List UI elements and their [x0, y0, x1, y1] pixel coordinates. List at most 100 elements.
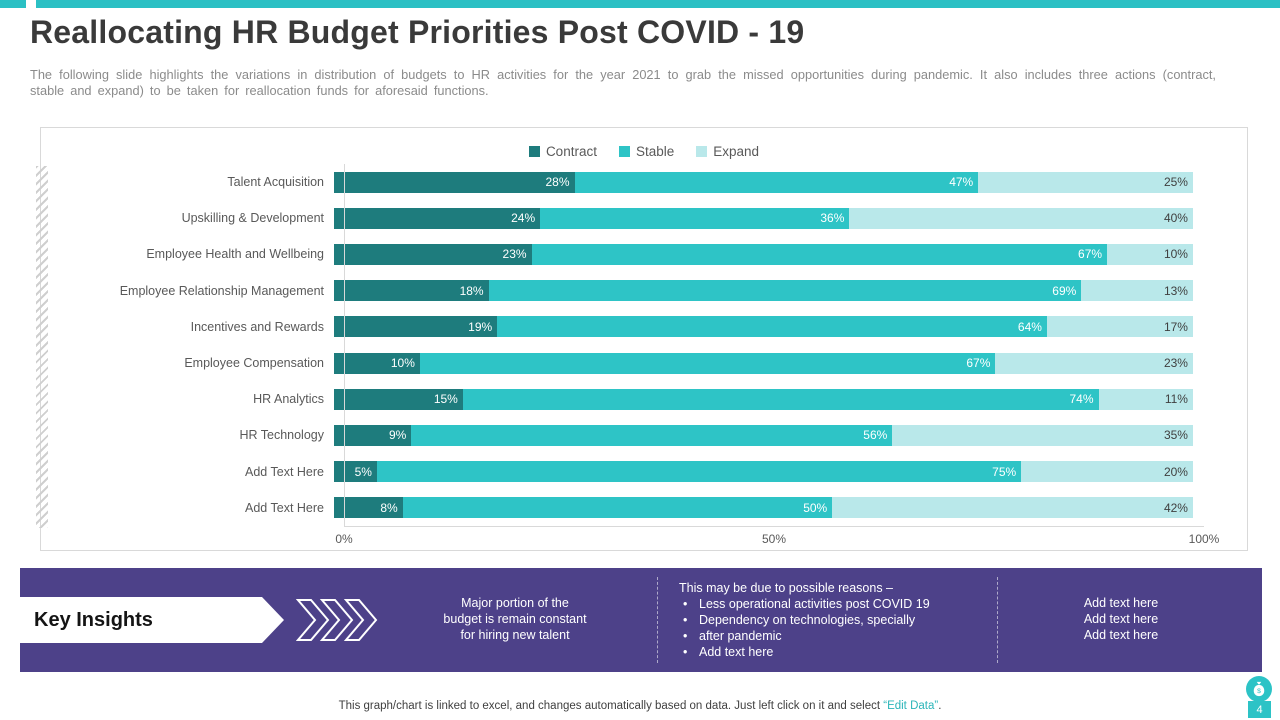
bar-segment-expand: 11%	[1098, 388, 1193, 410]
x-axis-line	[344, 526, 1204, 527]
category-label: Employee Compensation	[184, 356, 324, 371]
bar-segment-contract: 8%	[334, 497, 403, 519]
bar-track: 9% 56% 35%	[334, 424, 1193, 446]
chart-row: Add Text Here 5% 75% 20%	[41, 454, 1247, 490]
bullet-icon: •	[683, 613, 688, 627]
legend-label: Contract	[545, 144, 597, 159]
legend-item: Expand	[696, 144, 759, 159]
bar-segment-contract: 10%	[334, 352, 420, 374]
key-insights-band: Key Insights Major portion of the budget …	[20, 568, 1262, 672]
insight-divider	[997, 577, 998, 663]
bar-track: 15% 74% 11%	[334, 388, 1193, 410]
page-number: 4	[1248, 701, 1271, 718]
chart-row: Employee Compensation 10% 67% 23%	[41, 345, 1247, 381]
top-accent-notch	[26, 0, 36, 8]
bar-segment-stable: 69%	[488, 280, 1082, 302]
category-label: Add Text Here	[245, 464, 324, 479]
legend-item: Contract	[528, 144, 597, 159]
bar-segment-contract: 15%	[334, 388, 463, 410]
legend-label: Expand	[713, 144, 760, 159]
bar-segment-stable: 50%	[402, 497, 833, 519]
chart-legend: Contract Stable Expand	[41, 144, 1247, 159]
legend-swatch-expand	[696, 146, 708, 157]
x-axis-ticks: 0% 50% 100%	[335, 532, 1219, 548]
top-accent-bar	[0, 0, 1280, 8]
bullet-icon: •	[683, 645, 688, 659]
money-bag-icon: $	[1246, 676, 1272, 702]
legend-label: Stable	[635, 144, 675, 159]
category-label: Employee Relationship Management	[119, 283, 324, 298]
bar-track: 19% 64% 17%	[334, 316, 1193, 338]
bar-segment-expand: 10%	[1107, 243, 1193, 265]
chart-row: Upskilling & Development 24% 36% 40%	[41, 200, 1247, 236]
bullet-text: after pandemic	[699, 629, 782, 643]
bar-track: 28% 47% 25%	[334, 171, 1193, 193]
category-label: Add Text Here	[245, 500, 324, 515]
bar-segment-expand: 23%	[995, 352, 1193, 374]
bar-segment-stable: 67%	[419, 352, 996, 374]
bullet-line: • Less operational activities post COVID …	[679, 596, 991, 612]
bar-segment-expand: 13%	[1081, 280, 1193, 302]
x-axis-tick-label: 0%	[335, 532, 353, 546]
slide-subtitle: The following slide highlights the varia…	[30, 67, 1216, 98]
x-axis-tick-label: 50%	[761, 532, 787, 546]
bar-segment-contract: 24%	[334, 207, 541, 229]
chevron-right-icons	[295, 599, 380, 646]
bullet-line: • after pandemic	[679, 628, 991, 644]
bar-segment-stable: 64%	[497, 316, 1047, 338]
insight-divider	[657, 577, 658, 663]
footer-edit-data-text: “Edit Data”	[883, 700, 939, 712]
category-label: HR Analytics	[253, 392, 324, 407]
bar-track: 10% 67% 23%	[334, 352, 1193, 374]
y-axis-line	[344, 164, 345, 526]
insight-line: Add text here	[1083, 612, 1159, 626]
bar-segment-stable: 74%	[462, 388, 1099, 410]
chart-row: Employee Relationship Management 18% 69% 13…	[41, 273, 1247, 309]
chart-rows: Talent Acquisition 28% 47% 25% Upskilling & …	[41, 164, 1247, 526]
footer-note: This graph/chart is linked to excel, and…	[0, 700, 1280, 712]
insight-text-2: This may be due to possible reasons – • L…	[679, 580, 991, 660]
chart-area[interactable]: Contract Stable Expand Talent Acquisition 2…	[36, 127, 1248, 551]
bar-track: 24% 36% 40%	[334, 207, 1193, 229]
bullet-icon: •	[683, 597, 688, 611]
category-label: Talent Acquisition	[227, 175, 324, 190]
key-insights-label: Key Insights	[34, 608, 153, 631]
bullet-line: • Add text here	[679, 644, 991, 660]
bar-segment-contract: 9%	[334, 424, 412, 446]
decorative-hatch-strip	[36, 166, 48, 528]
bar-segment-stable: 75%	[376, 461, 1022, 483]
x-axis-tick-label: 100%	[1188, 532, 1220, 546]
legend-swatch-contract	[528, 146, 540, 157]
category-label: HR Technology	[239, 428, 324, 443]
bar-segment-stable: 36%	[540, 207, 850, 229]
bar-track: 8% 50% 42%	[334, 497, 1193, 519]
bar-segment-contract: 19%	[334, 316, 498, 338]
bar-segment-expand: 20%	[1021, 461, 1193, 483]
insight-line: budget is remain constant	[443, 612, 587, 626]
chart-row: Employee Health and Wellbeing 23% 67% 10%	[41, 236, 1247, 272]
bar-segment-expand: 25%	[978, 171, 1193, 193]
insight-text-1: Major portion of the budget is remain con…	[395, 595, 635, 643]
svg-text:$: $	[1257, 688, 1261, 695]
legend-swatch-stable	[618, 146, 630, 157]
key-insights-banner: Key Insights	[20, 597, 284, 643]
bullet-text: Less operational activities post COVID 1…	[699, 597, 930, 611]
footer-text-end: .	[938, 700, 942, 712]
bar-segment-stable: 67%	[531, 243, 1108, 265]
category-label: Upskilling & Development	[181, 211, 324, 226]
chart-row: HR Analytics 15% 74% 11%	[41, 381, 1247, 417]
footer-text: This graph/chart is linked to excel, and…	[338, 700, 884, 712]
bar-segment-expand: 42%	[832, 497, 1193, 519]
bar-segment-expand: 35%	[892, 424, 1193, 446]
bar-segment-stable: 47%	[574, 171, 979, 193]
insight-bullets: • Less operational activities post COVID …	[679, 596, 991, 660]
chart-row: Talent Acquisition 28% 47% 25%	[41, 164, 1247, 200]
bar-segment-expand: 17%	[1046, 316, 1193, 338]
chart-row: Add Text Here 8% 50% 42%	[41, 490, 1247, 526]
bar-segment-contract: 28%	[334, 171, 575, 193]
insight-line: Major portion of the	[461, 596, 569, 610]
bullet-line: • Dependency on technologies, specially	[679, 612, 991, 628]
category-label: Employee Health and Wellbeing	[146, 247, 324, 262]
chart-row: Incentives and Rewards 19% 64% 17%	[41, 309, 1247, 345]
insight-line: for hiring new talent	[460, 628, 570, 642]
